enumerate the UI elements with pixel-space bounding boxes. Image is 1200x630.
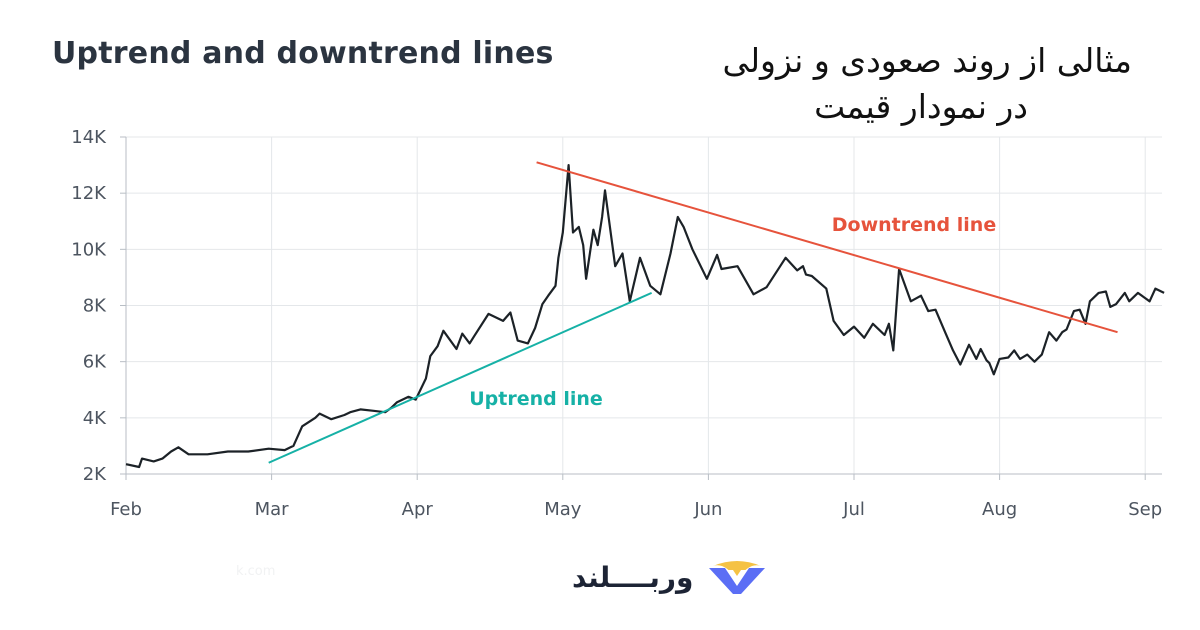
downtrend-line	[536, 161, 1118, 334]
x-tick-label-1: Mar	[255, 499, 290, 520]
grid	[125, 136, 1162, 475]
x-tick-label-6: Aug	[982, 499, 1017, 520]
x-tick-label-2: Apr	[402, 499, 434, 520]
x-tick-label-7: Sep	[1128, 499, 1162, 520]
y-tick-label-5: 12K	[71, 183, 107, 204]
chart-title: Uptrend and downtrend lines	[52, 36, 554, 71]
brand-name: وربــــلند	[572, 560, 694, 594]
persian-subtitle-line-2: در نمودار قیمت	[814, 87, 1028, 126]
y-tick-label-0: 2K	[83, 464, 107, 485]
brand-emblem-icon	[709, 561, 766, 594]
trendlines: Uptrend line Downtrend line	[268, 161, 1118, 464]
persian-subtitle-line-1: مثالی از روند صعودی و نزولی	[722, 41, 1132, 80]
series-layer	[125, 164, 1165, 469]
y-tick-label-1: 4K	[83, 408, 107, 429]
y-tick-label-4: 10K	[71, 239, 107, 260]
x-tick-label-0: Feb	[110, 499, 142, 520]
uptrend-line-label: Uptrend line	[469, 388, 603, 410]
y-tick-label-6: 14K	[71, 127, 107, 148]
x-tick-label-4: Jun	[693, 499, 722, 520]
x-tick-label-5: Jul	[842, 499, 865, 520]
axes: 2K 4K 6K 8K 10K 12K 14K Feb Mar Apr May Jun Jul Aug Se…	[71, 127, 1162, 520]
persian-subtitle: مثالی از روند صعودی و نزولی در نمودار قی…	[672, 38, 1132, 130]
brand-logo: وربــــلند	[572, 556, 769, 598]
x-tick-label-3: May	[544, 499, 582, 520]
uptrend-line	[268, 291, 653, 464]
y-tick-label-2: 6K	[83, 352, 107, 373]
price-series-line-0	[125, 164, 1165, 469]
downtrend-line-label: Downtrend line	[832, 214, 996, 236]
y-tick-label-3: 8K	[83, 296, 107, 317]
faint-watermark-url: k.com	[236, 564, 276, 579]
